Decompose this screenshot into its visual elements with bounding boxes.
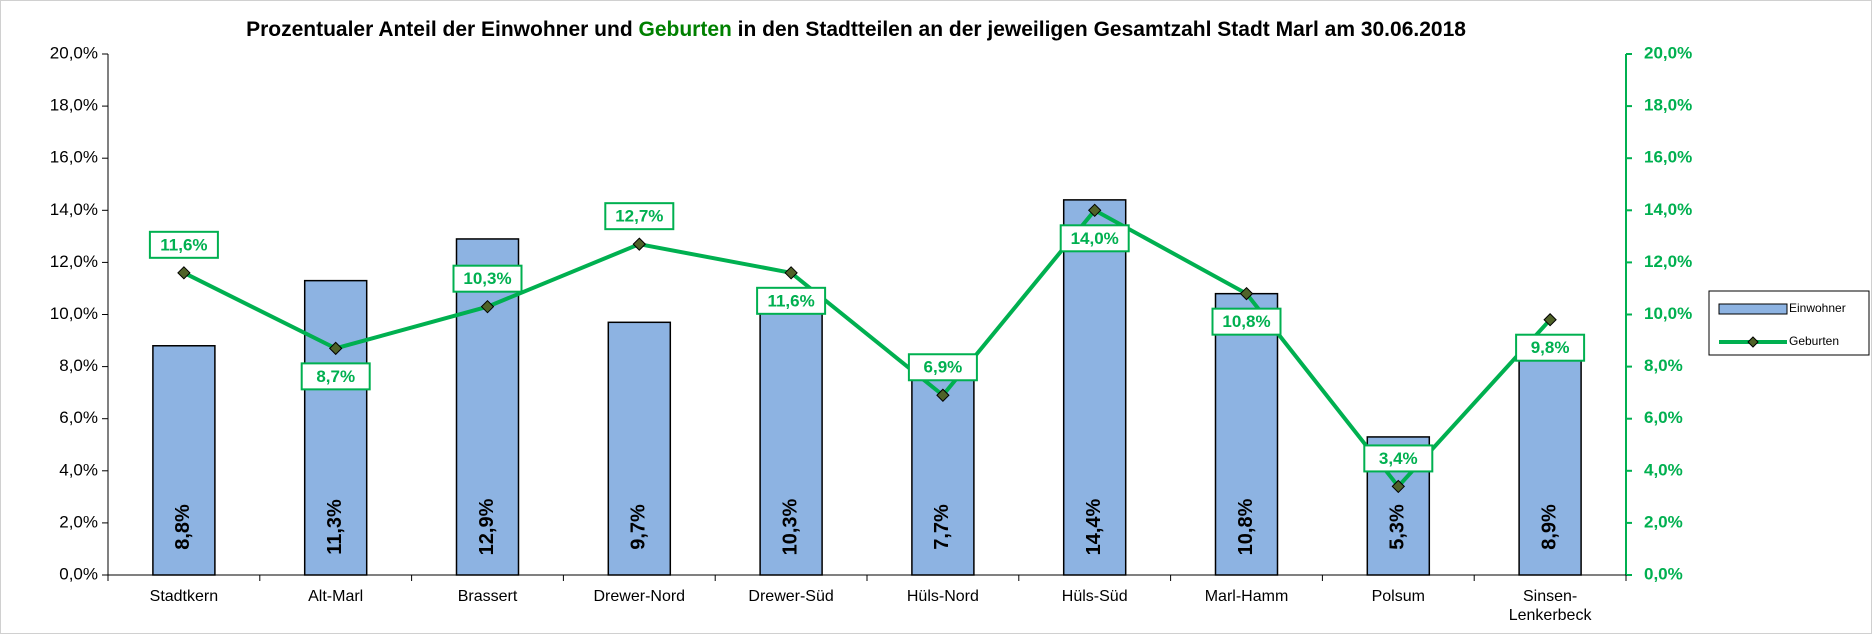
title-part: Prozentualer Anteil der Einwohner und xyxy=(246,18,638,41)
bar xyxy=(759,305,823,576)
line-value-label: 12,7% xyxy=(615,207,663,226)
bar-value-label: 9,7% xyxy=(628,504,650,550)
line-marker xyxy=(1543,313,1557,327)
x-tick-label: Stadtkern xyxy=(149,588,219,605)
y2-tick-label: 20,0% xyxy=(1644,43,1692,62)
y2-tick-label: 10,0% xyxy=(1644,304,1692,323)
line-marker xyxy=(632,237,647,251)
line-marker xyxy=(177,266,191,280)
line-value-label: 8,7% xyxy=(316,367,355,386)
bar xyxy=(1214,292,1279,576)
line-marker xyxy=(1239,286,1254,301)
legend-label: Einwohner xyxy=(1789,301,1846,315)
x-tick-label: Drewer-Nord xyxy=(593,588,686,605)
x-tick-label: Drewer-Süd xyxy=(748,588,834,605)
line xyxy=(183,207,1552,490)
bar xyxy=(455,238,520,576)
line-value-label: 10,8% xyxy=(1222,312,1270,331)
line-value-label: 11,6% xyxy=(767,291,814,310)
y-tick-label: 16,0% xyxy=(50,148,98,167)
title-part: in den Stadtteilen an der jeweiligen Ges… xyxy=(732,18,1466,41)
line-marker xyxy=(936,388,950,402)
y-tick-label: 18,0% xyxy=(50,96,98,115)
y2-tick-label: 16,0% xyxy=(1644,148,1692,167)
line-value-label: 10,3% xyxy=(463,269,511,288)
bar-value-label: 7,7% xyxy=(931,504,953,550)
line-value-label: 9,8% xyxy=(1531,338,1570,357)
y-tick-label: 8,0% xyxy=(59,356,98,375)
chart-title: Prozentualer Anteil der Einwohner und Ge… xyxy=(246,18,1466,41)
line-label-box xyxy=(148,230,219,259)
line-label-box xyxy=(1211,307,1282,336)
x-tick-label: Brassert xyxy=(457,588,518,605)
y2-tick-label: 2,0% xyxy=(1644,512,1683,531)
bar xyxy=(607,321,672,576)
line-marker xyxy=(1391,479,1406,494)
y2-tick-label: 0,0% xyxy=(1644,564,1683,583)
x-tick-label: Hüls-Süd xyxy=(1061,588,1128,605)
line-label-box xyxy=(756,286,827,315)
line-label-box xyxy=(1059,224,1130,253)
bar-value-label: 10,3% xyxy=(779,498,801,555)
y-tick-label: 14,0% xyxy=(50,200,98,219)
x-tick-label: Hüls-Nord xyxy=(906,588,979,605)
legend-box xyxy=(1708,290,1870,356)
bar xyxy=(152,345,216,576)
bar xyxy=(1062,199,1127,576)
bar-value-label: 5,3% xyxy=(1387,504,1409,550)
y-tick-label: 10,0% xyxy=(50,304,98,323)
legend-marker xyxy=(1747,336,1759,348)
legend-label: Geburten xyxy=(1789,334,1839,348)
line-marker xyxy=(784,266,798,280)
y-tick-label: 0,0% xyxy=(59,564,98,583)
y2-tick-label: 12,0% xyxy=(1644,252,1692,271)
y-tick-label: 12,0% xyxy=(50,252,98,271)
bar-value-label: 8,9% xyxy=(1538,504,1560,550)
y-tick-label: 20,0% xyxy=(50,43,98,62)
bar xyxy=(303,279,368,576)
line-label-box xyxy=(604,202,675,231)
line-value-label: 11,6% xyxy=(160,235,207,254)
line-value-label: 6,9% xyxy=(924,358,963,377)
bar-value-label: 8,8% xyxy=(172,504,194,550)
bar-value-label: 14,4% xyxy=(1083,498,1105,555)
line-label-box xyxy=(1363,444,1434,473)
line-marker xyxy=(480,299,495,314)
line-label-box xyxy=(300,362,371,391)
line-value-label: 3,4% xyxy=(1379,449,1418,468)
line-label-box xyxy=(1515,333,1586,362)
bar-value-label: 11,3% xyxy=(324,499,346,555)
line-label-box xyxy=(452,264,523,293)
y2-tick-label: 6,0% xyxy=(1644,408,1683,427)
y-tick-label: 6,0% xyxy=(59,408,98,427)
line-value-label: 14,0% xyxy=(1071,229,1119,248)
y2-tick-label: 8,0% xyxy=(1644,356,1683,375)
bar-value-label: 12,9% xyxy=(476,498,498,555)
x-tick-label: Marl-Hamm xyxy=(1204,588,1289,605)
title-part: Geburten xyxy=(639,18,732,41)
y2-tick-label: 4,0% xyxy=(1644,460,1683,479)
y-tick-label: 2,0% xyxy=(59,512,98,531)
y2-tick-label: 14,0% xyxy=(1644,200,1692,219)
x-tick-label: Sinsen-Lenkerbeck xyxy=(1508,588,1592,624)
x-tick-label: Alt-Marl xyxy=(308,588,364,605)
line-marker xyxy=(328,341,343,356)
x-tick-label: Polsum xyxy=(1371,588,1425,605)
legend-swatch xyxy=(1718,303,1788,315)
bar-value-label: 10,8% xyxy=(1235,498,1257,555)
y-tick-label: 4,0% xyxy=(59,460,98,479)
line-label-box xyxy=(907,353,978,382)
line-marker xyxy=(1087,203,1102,218)
y2-tick-label: 18,0% xyxy=(1644,96,1692,115)
